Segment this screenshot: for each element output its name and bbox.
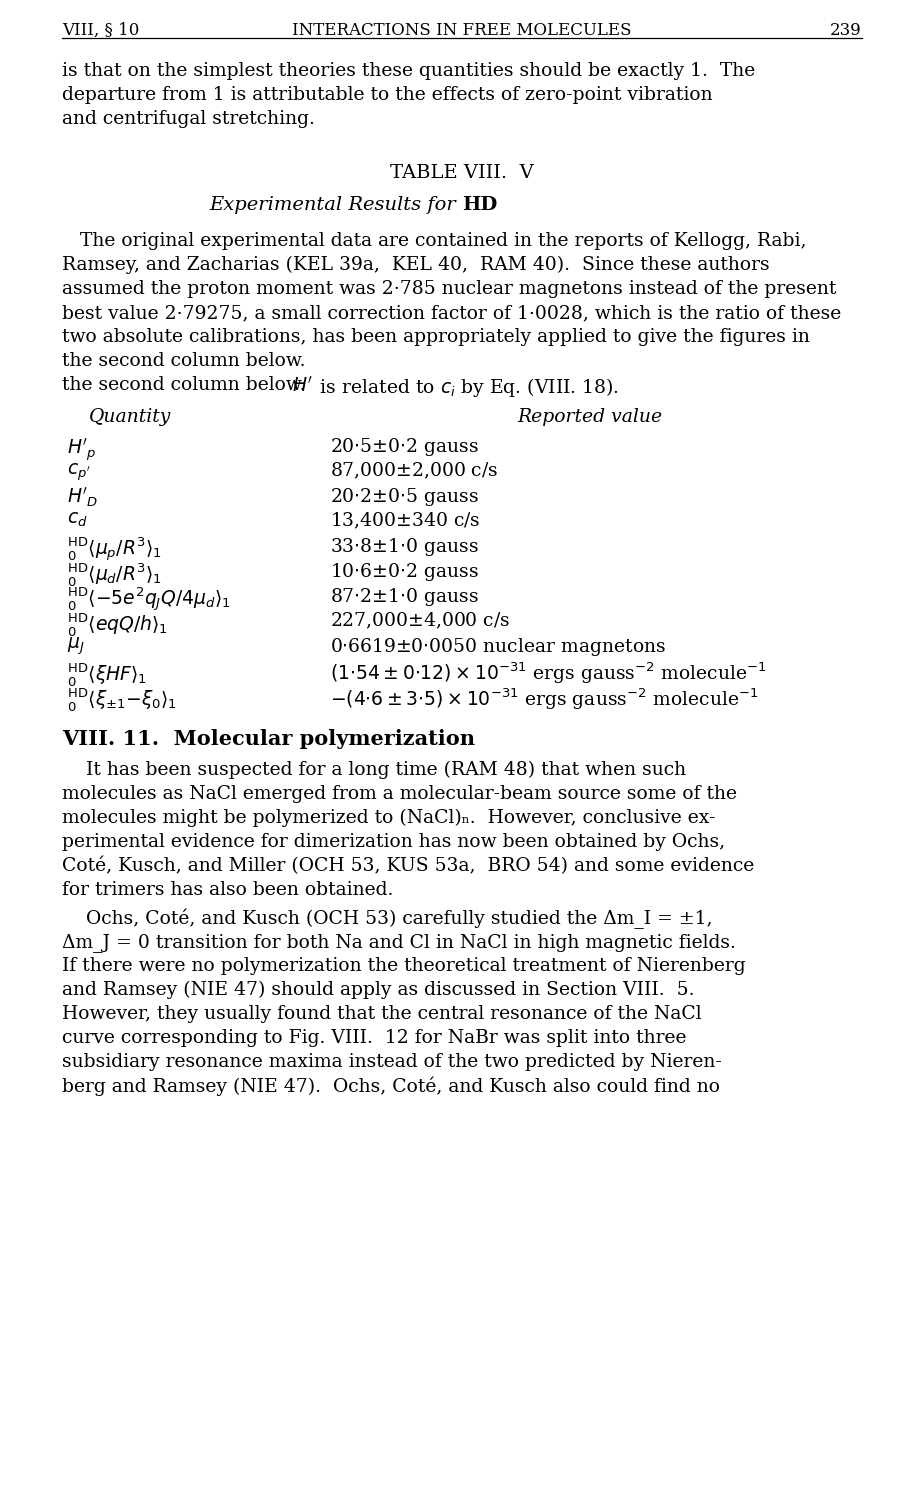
Text: and Ramsey (NIE 47) should apply as discussed in Section VIII.  5.: and Ramsey (NIE 47) should apply as disc…	[62, 981, 695, 999]
Text: 227,000$\pm$4,000 c/s: 227,000$\pm$4,000 c/s	[330, 610, 510, 632]
Text: $\mu_J$: $\mu_J$	[67, 636, 85, 657]
Text: It has been suspected for a long time (RAM 48) that when such: It has been suspected for a long time (R…	[62, 760, 687, 780]
Text: VIII, § 10: VIII, § 10	[62, 22, 140, 39]
Text: is related to $c_i$ by Eq. (VIII. 18).: is related to $c_i$ by Eq. (VIII. 18).	[314, 376, 619, 399]
Text: 20$\cdot$5$\pm$0$\cdot$2 gauss: 20$\cdot$5$\pm$0$\cdot$2 gauss	[330, 436, 479, 457]
Text: $c_{p'}$: $c_{p'}$	[67, 460, 91, 483]
Text: $H'_D$: $H'_D$	[67, 486, 98, 510]
Text: TABLE VIII.  V: TABLE VIII. V	[390, 164, 534, 182]
Text: ${}^{\rm HD}_{0}\langle\mu_d/R^3\rangle_1$: ${}^{\rm HD}_{0}\langle\mu_d/R^3\rangle_…	[67, 561, 162, 588]
Text: Quantity: Quantity	[89, 408, 171, 426]
Text: two absolute calibrations, has been appropriately applied to give the figures in: two absolute calibrations, has been appr…	[62, 328, 809, 346]
Text: for trimers has also been obtained.: for trimers has also been obtained.	[62, 880, 394, 898]
Text: the second column below.: the second column below.	[62, 376, 318, 394]
Text: ${}^{\rm HD}_{0}\langle{-5e^2q_J Q/4\mu_d}\rangle_1$: ${}^{\rm HD}_{0}\langle{-5e^2q_J Q/4\mu_…	[67, 586, 231, 613]
Text: $c_d$: $c_d$	[67, 512, 88, 530]
Text: assumed the proton moment was 2·785 nuclear magnetons instead of the present: assumed the proton moment was 2·785 nucl…	[62, 280, 836, 298]
Text: is that on the simplest theories these quantities should be exactly 1.  The: is that on the simplest theories these q…	[62, 62, 755, 80]
Text: best value 2·79275, a small correction factor of 1·0028, which is the ratio of t: best value 2·79275, a small correction f…	[62, 304, 841, 322]
Text: Δm_J = 0 transition for both Na and Cl in NaCl in high magnetic fields.: Δm_J = 0 transition for both Na and Cl i…	[62, 933, 736, 952]
Text: $H'$: $H'$	[292, 376, 313, 396]
Text: HD: HD	[462, 196, 497, 214]
Text: perimental evidence for dimerization has now been obtained by Ochs,: perimental evidence for dimerization has…	[62, 833, 725, 850]
Text: ${}^{\rm HD}_{0}\langle\xi_{\pm1}{-}\xi_0\rangle_1$: ${}^{\rm HD}_{0}\langle\xi_{\pm1}{-}\xi_…	[67, 686, 177, 712]
Text: and centrifugal stretching.: and centrifugal stretching.	[62, 110, 315, 128]
Text: subsidiary resonance maxima instead of the two predicted by Nieren-: subsidiary resonance maxima instead of t…	[62, 1053, 722, 1071]
Text: 87,000$\pm$2,000 c/s: 87,000$\pm$2,000 c/s	[330, 460, 498, 482]
Text: departure from 1 is attributable to the effects of zero-point vibration: departure from 1 is attributable to the …	[62, 86, 712, 104]
Text: 10$\cdot$6$\pm$0$\cdot$2 gauss: 10$\cdot$6$\pm$0$\cdot$2 gauss	[330, 561, 479, 584]
Text: ${}^{\rm HD}_{0}\langle eqQ/h\rangle_1$: ${}^{\rm HD}_{0}\langle eqQ/h\rangle_1$	[67, 610, 168, 638]
Text: curve corresponding to Fig. VIII.  12 for NaBr was split into three: curve corresponding to Fig. VIII. 12 for…	[62, 1029, 687, 1047]
Text: Ramsey, and Zacharias (KEL 39a,  KEL 40,  RAM 40).  Since these authors: Ramsey, and Zacharias (KEL 39a, KEL 40, …	[62, 256, 770, 274]
Text: INTERACTIONS IN FREE MOLECULES: INTERACTIONS IN FREE MOLECULES	[292, 22, 632, 39]
Text: 239: 239	[831, 22, 862, 39]
Text: $-(4{\cdot}6\pm3{\cdot}5)\times10^{-31}$ ergs gauss$^{-2}$ molecule$^{-1}$: $-(4{\cdot}6\pm3{\cdot}5)\times10^{-31}$…	[330, 686, 759, 711]
Text: $(1{\cdot}54\pm0{\cdot}12)\times10^{-31}$ ergs gauss$^{-2}$ molecule$^{-1}$: $(1{\cdot}54\pm0{\cdot}12)\times10^{-31}…	[330, 662, 767, 687]
Text: ${}^{\rm HD}_{0}\langle\mu_p/R^3\rangle_1$: ${}^{\rm HD}_{0}\langle\mu_p/R^3\rangle_…	[67, 536, 162, 564]
Text: $H'_p$: $H'_p$	[67, 436, 96, 462]
Text: ${}^{\rm HD}_{0}\langle\xi HF\rangle_1$: ${}^{\rm HD}_{0}\langle\xi HF\rangle_1$	[67, 662, 147, 688]
Text: molecules might be polymerized to (NaCl)ₙ.  However, conclusive ex-: molecules might be polymerized to (NaCl)…	[62, 808, 715, 828]
Text: molecules as NaCl emerged from a molecular-beam source some of the: molecules as NaCl emerged from a molecul…	[62, 784, 737, 802]
Text: 87$\cdot$2$\pm$1$\cdot$0 gauss: 87$\cdot$2$\pm$1$\cdot$0 gauss	[330, 586, 479, 608]
Text: VIII. 11.  Molecular polymerization: VIII. 11. Molecular polymerization	[62, 729, 475, 748]
Text: Ochs, Coté, and Kusch (OCH 53) carefully studied the Δm_I = ±1,: Ochs, Coté, and Kusch (OCH 53) carefully…	[62, 909, 712, 930]
Text: Coté, Kusch, and Miller (OCH 53, KUS 53a,  BRO 54) and some evidence: Coté, Kusch, and Miller (OCH 53, KUS 53a…	[62, 856, 754, 876]
Text: berg and Ramsey (NIE 47).  Ochs, Coté, and Kusch also could find no: berg and Ramsey (NIE 47). Ochs, Coté, an…	[62, 1077, 720, 1096]
Text: 0$\cdot$6619$\pm$0$\cdot$0050 nuclear magnetons: 0$\cdot$6619$\pm$0$\cdot$0050 nuclear ma…	[330, 636, 666, 658]
Text: 33$\cdot$8$\pm$1$\cdot$0 gauss: 33$\cdot$8$\pm$1$\cdot$0 gauss	[330, 536, 479, 558]
Text: Reported value: Reported value	[517, 408, 663, 426]
Text: Experimental Results for: Experimental Results for	[209, 196, 462, 214]
Text: 20$\cdot$2$\pm$0$\cdot$5 gauss: 20$\cdot$2$\pm$0$\cdot$5 gauss	[330, 486, 479, 508]
Text: the second column below.: the second column below.	[62, 352, 306, 370]
Text: However, they usually found that the central resonance of the NaCl: However, they usually found that the cen…	[62, 1005, 701, 1023]
Text: If there were no polymerization the theoretical treatment of Nierenberg: If there were no polymerization the theo…	[62, 957, 746, 975]
Text: 13,400$\pm$340 c/s: 13,400$\pm$340 c/s	[330, 512, 480, 531]
Text: The original experimental data are contained in the reports of Kellogg, Rabi,: The original experimental data are conta…	[62, 232, 807, 250]
